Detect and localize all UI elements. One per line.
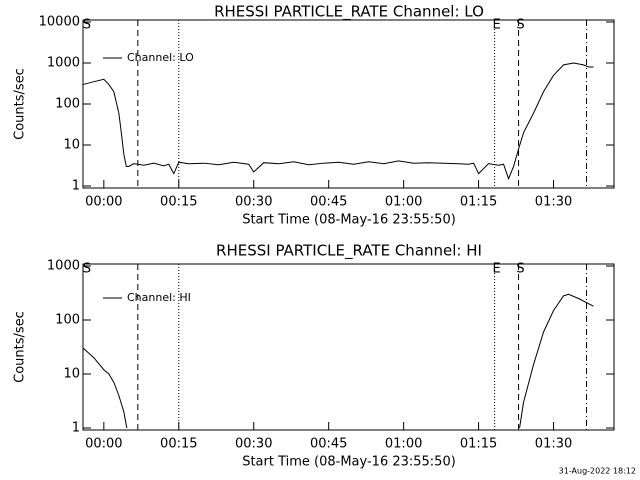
y-tick-label: 10 <box>63 138 80 153</box>
data-line <box>83 293 594 429</box>
x-tick-label: 01:00 <box>385 437 422 452</box>
event-label: S <box>516 262 524 277</box>
event-label: S <box>516 18 524 33</box>
event-label: E <box>492 262 500 277</box>
legend-label: Channel: LO <box>127 51 194 64</box>
x-tick-label: 00:30 <box>235 195 272 210</box>
x-tick-label: 00:00 <box>85 195 122 210</box>
data-line <box>83 62 594 181</box>
x-tick-label: 01:15 <box>460 437 497 452</box>
x-axis-label: Start Time (08-May-16 23:55:50) <box>242 455 456 470</box>
footer: 31-Aug-2022 18:12 <box>559 467 636 476</box>
x-axis-label: Start Time (08-May-16 23:55:50) <box>242 213 456 228</box>
event-label: S <box>83 262 91 277</box>
x-tick-label: 00:00 <box>85 437 122 452</box>
x-tick-label: 00:45 <box>310 195 347 210</box>
event-label: S <box>83 18 91 33</box>
chart-title: RHESSI PARTICLE_RATE Channel: HI <box>216 242 482 261</box>
y-tick-label: 1 <box>72 421 80 436</box>
x-tick-label: 00:45 <box>310 437 347 452</box>
y-tick-label: 1000 <box>47 259 80 274</box>
y-tick-label: 100 <box>55 313 80 328</box>
legend-label: Channel: HI <box>127 291 191 304</box>
x-tick-label: 00:15 <box>160 195 197 210</box>
plot-frame <box>82 19 615 189</box>
y-tick-label: 1 <box>72 179 80 194</box>
y-axis-label: Counts/sec <box>13 311 28 383</box>
x-tick-label: 00:15 <box>160 437 197 452</box>
x-tick-label: 01:15 <box>460 195 497 210</box>
y-tick-label: 1000 <box>47 56 80 71</box>
plot-frame <box>82 263 615 431</box>
x-tick-label: 00:30 <box>235 437 272 452</box>
x-tick-label: 01:00 <box>385 195 422 210</box>
y-tick-label: 10 <box>63 367 80 382</box>
y-tick-label: 100 <box>55 97 80 112</box>
chart-title: RHESSI PARTICLE_RATE Channel: LO <box>214 3 484 22</box>
x-tick-label: 01:30 <box>535 437 572 452</box>
event-label: E <box>492 18 500 33</box>
x-tick-label: 01:30 <box>535 195 572 210</box>
y-tick-label: 10000 <box>39 15 80 30</box>
y-axis-label: Counts/sec <box>13 68 28 140</box>
